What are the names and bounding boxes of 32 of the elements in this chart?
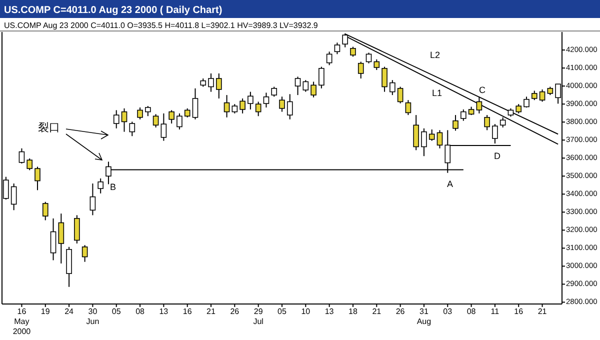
x-tick-label: 13 <box>324 307 334 316</box>
x-tick-label: 19 <box>40 307 50 316</box>
x-tick-label: 18 <box>348 307 358 316</box>
x-tick-label: 16 <box>182 307 192 316</box>
annotation: L1 <box>432 88 442 98</box>
x-tick-label: 05 <box>278 307 287 316</box>
x-tick-label: 08 <box>466 307 476 316</box>
annotation: L2 <box>430 50 440 60</box>
x-tick-label: 08 <box>136 307 146 316</box>
x-tick-label: 05 <box>112 307 122 316</box>
x-tick-label: 26 <box>396 307 406 316</box>
x-tick-label: 31 Aug <box>416 307 432 326</box>
x-tick-label: 03 <box>443 307 453 316</box>
annotation: B <box>110 182 116 192</box>
annotation: D <box>494 151 501 161</box>
x-tick-label: 21 <box>206 307 216 316</box>
chart-subtitle: US.COMP Aug 23 2000 C=4011.0 O=3935.5 H=4011.8 L=3902.1 HV=3989.3 LV=3932.9 <box>4 21 318 30</box>
annotation: C <box>479 85 486 95</box>
x-tick-label: 30 Jun <box>86 307 100 326</box>
annotation: 裂口 <box>38 122 60 134</box>
x-tick-label: 10 <box>301 307 311 316</box>
annotation: A <box>447 179 454 189</box>
x-tick-label: 29 Jul <box>253 307 264 326</box>
x-tick-label: 13 <box>159 307 169 316</box>
x-tick-label: 26 <box>230 307 240 316</box>
x-tick-label: 16 May 2000 <box>12 307 32 336</box>
x-tick-label: 21 <box>538 307 548 316</box>
chart-title: US.COMP C=4011.0 Aug 23 2000 ( Daily Chart) <box>4 5 222 16</box>
x-tick-label: 16 <box>514 307 524 316</box>
x-tick-label: 11 <box>490 307 500 316</box>
x-tick-label: 24 <box>64 307 74 316</box>
x-tick-label: 21 <box>372 307 382 316</box>
